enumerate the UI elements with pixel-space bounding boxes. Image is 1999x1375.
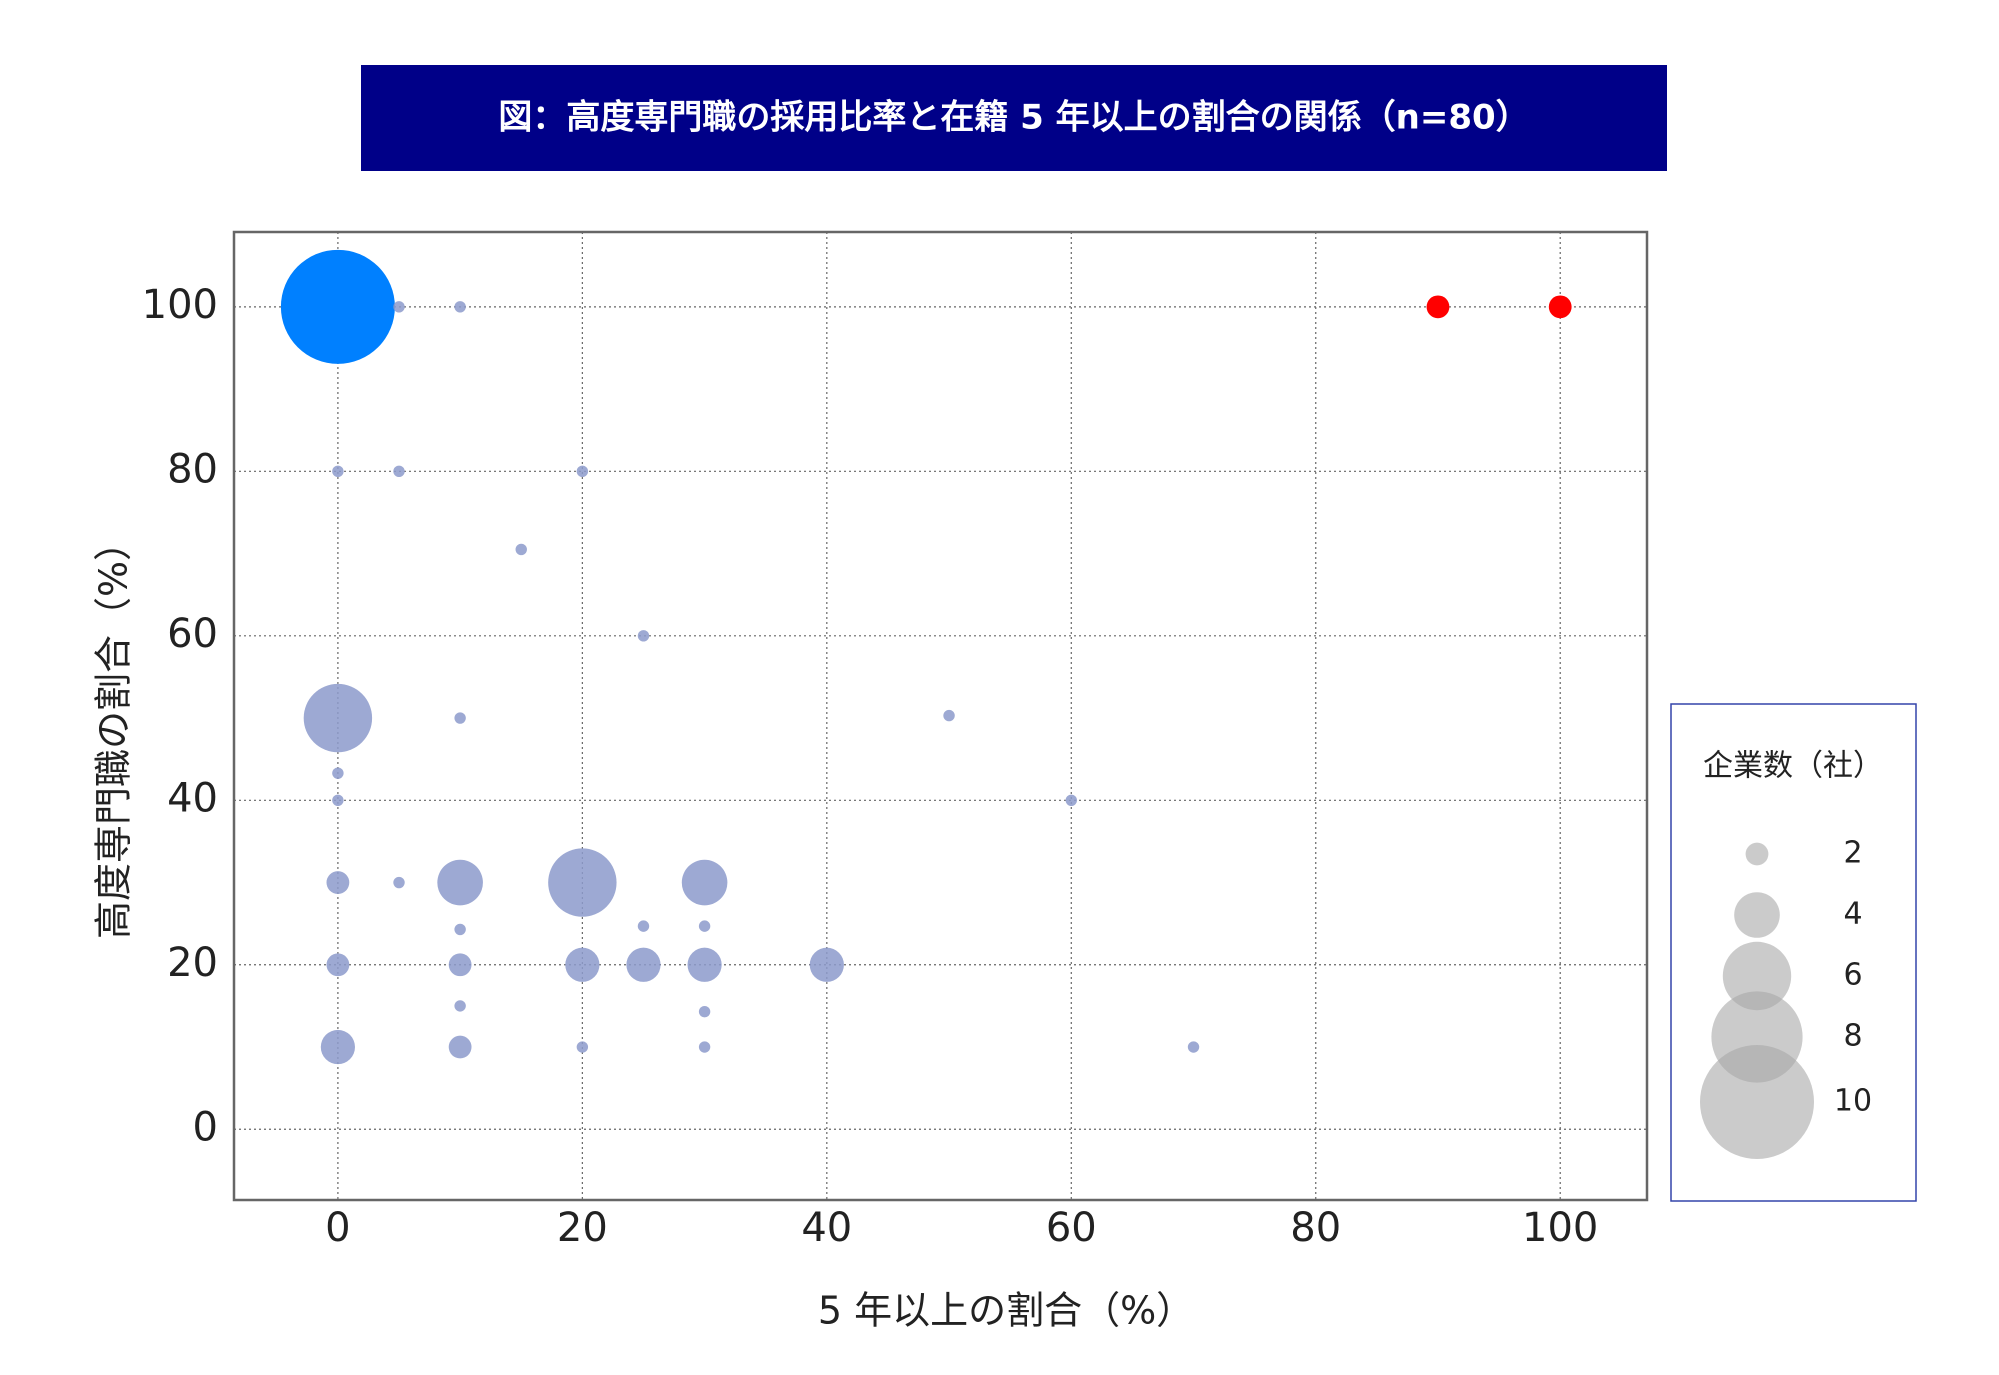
y-tick-label: 80 — [167, 446, 218, 492]
bubble — [1548, 295, 1572, 319]
bubble — [548, 848, 617, 917]
bubble — [320, 1029, 355, 1065]
bubble — [393, 301, 405, 313]
y-tick-label: 100 — [142, 282, 218, 328]
bubble — [393, 876, 405, 889]
y-axis-label: 高度専門職の割合（%） — [92, 523, 136, 939]
legend-bubble — [1734, 892, 1780, 938]
bubble — [687, 947, 722, 982]
bubble — [332, 767, 344, 779]
bubble — [698, 920, 711, 932]
bubble — [943, 709, 955, 722]
title-bar — [361, 65, 1667, 171]
bubble — [454, 1000, 466, 1012]
x-tick-label: 100 — [1522, 1205, 1598, 1251]
bubble — [698, 1005, 711, 1018]
legend-bubble — [1722, 941, 1792, 1011]
legend-label: 4 — [1843, 897, 1862, 932]
x-tick-label: 20 — [557, 1205, 608, 1251]
legend-bubble — [1700, 1045, 1814, 1159]
bubble — [681, 859, 728, 906]
y-tick-label: 20 — [167, 940, 218, 986]
legend-label: 6 — [1843, 958, 1862, 993]
bubble — [1065, 794, 1077, 806]
x-tick-label: 0 — [325, 1205, 350, 1251]
x-tick-label: 80 — [1290, 1205, 1341, 1251]
legend-label: 10 — [1834, 1084, 1872, 1119]
bubble — [626, 947, 661, 982]
bubble — [576, 465, 589, 478]
bubble — [698, 1041, 711, 1053]
x-tick-label: 60 — [1046, 1205, 1097, 1251]
y-tick-label: 60 — [167, 611, 218, 657]
x-tick-label: 40 — [801, 1205, 852, 1251]
bubble — [576, 1041, 589, 1053]
bubble — [809, 947, 844, 982]
x-axis-label: 5 年以上の割合（%） — [818, 1289, 1194, 1333]
bubble — [326, 953, 350, 977]
bubble — [326, 871, 350, 894]
bubble — [448, 1035, 472, 1059]
bubble — [454, 301, 466, 313]
bubble — [280, 249, 395, 364]
legend-label: 2 — [1843, 836, 1862, 871]
legend-title: 企業数（社） — [1703, 749, 1883, 784]
bubble — [437, 859, 483, 906]
bubble — [448, 953, 472, 977]
y-tick-label: 40 — [167, 775, 218, 821]
plot-frame — [232, 230, 1649, 1202]
bubble — [303, 683, 373, 753]
bubble — [637, 630, 650, 642]
bubble — [454, 923, 466, 936]
bubble — [1426, 295, 1450, 319]
chart-title: 図：高度専門職の採用比率と在籍 5 年以上の割合の関係（n=80） — [498, 98, 1529, 138]
bubble — [454, 712, 466, 724]
legend-bubble — [1745, 842, 1769, 866]
bubble — [393, 465, 405, 478]
bubble — [332, 465, 344, 478]
bubble — [637, 920, 650, 932]
bubble — [332, 794, 344, 806]
legend-label: 8 — [1843, 1019, 1862, 1054]
bubble — [1187, 1041, 1200, 1053]
bubble — [565, 947, 600, 982]
bubble — [515, 543, 527, 556]
y-tick-label: 0 — [193, 1104, 218, 1150]
